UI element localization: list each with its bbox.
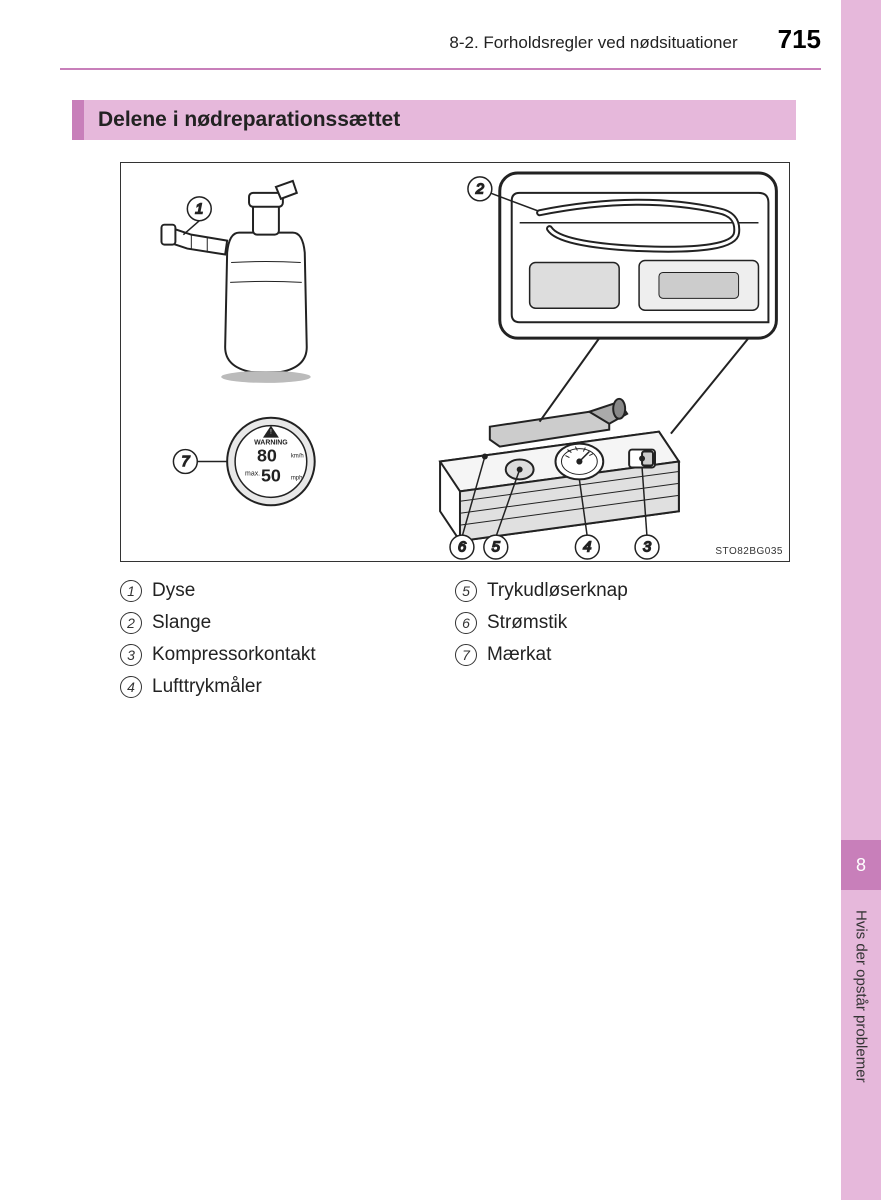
legend-num: 6 [455,612,477,634]
legend-item: 1 Dyse [120,580,455,602]
warning-80: 80 [257,446,277,466]
legend-item: 4 Lufttrykmåler [120,676,455,698]
legend-row: 1 Dyse 5 Trykudløserknap [120,580,790,602]
heading-accent [72,100,84,140]
legend-item [455,676,790,698]
heading-text: Delene i nødreparationssættet [98,108,400,132]
svg-text:7: 7 [181,453,190,470]
side-chapter-number: 8 [841,840,881,890]
legend: 1 Dyse 5 Trykudløserknap 2 Slange 6 Strø… [120,580,790,708]
section-heading: Delene i nødreparationssættet [72,100,796,140]
legend-label: Lufttrykmåler [152,676,262,698]
legend-label: Kompressorkontakt [152,644,316,666]
legend-item: 6 Strømstik [455,612,790,634]
svg-text:3: 3 [643,539,652,556]
legend-row: 4 Lufttrykmåler [120,676,790,698]
legend-label: Dyse [152,580,195,602]
bottle [161,181,310,383]
legend-item: 7 Mærkat [455,644,790,666]
section-label: 8-2. Forholdsregler ved nødsituationer [60,33,738,53]
page-number: 715 [778,24,821,55]
warning-50: 50 [261,465,281,485]
legend-num: 7 [455,644,477,666]
compressor [440,399,679,541]
legend-row: 2 Slange 6 Strømstik [120,612,790,634]
diagram-svg: ! WARNING 80 km/h max. 50 mph [121,163,789,561]
page-header: 8-2. Forholdsregler ved nødsituationer 7… [60,24,821,55]
svg-text:2: 2 [475,180,485,197]
warning-kmh: km/h [291,454,304,460]
side-chapter-title-text: Hvis der opstår problemer [853,910,870,1083]
legend-label: Trykudløserknap [487,580,628,602]
legend-item: 5 Trykudløserknap [455,580,790,602]
side-chapter-title: Hvis der opstår problemer [841,910,881,1190]
header-divider [60,68,821,70]
legend-item: 2 Slange [120,612,455,634]
warning-sticker: ! WARNING 80 km/h max. 50 mph [227,418,315,506]
svg-text:4: 4 [583,539,591,556]
svg-text:6: 6 [458,539,467,556]
legend-num: 5 [455,580,477,602]
svg-text:1: 1 [195,200,203,217]
legend-row: 3 Kompressorkontakt 7 Mærkat [120,644,790,666]
inset [500,173,777,434]
legend-item: 3 Kompressorkontakt [120,644,455,666]
figure-box: ! WARNING 80 km/h max. 50 mph [120,162,790,562]
legend-num: 3 [120,644,142,666]
figure-code: STO82BG035 [715,546,783,557]
legend-label: Slange [152,612,211,634]
legend-num: 4 [120,676,142,698]
warning-mph: mph [291,475,303,481]
legend-label: Mærkat [487,644,551,666]
legend-label: Strømstik [487,612,567,634]
legend-num: 2 [120,612,142,634]
warning-max: max. [245,470,260,477]
svg-text:5: 5 [492,539,501,556]
legend-num: 1 [120,580,142,602]
